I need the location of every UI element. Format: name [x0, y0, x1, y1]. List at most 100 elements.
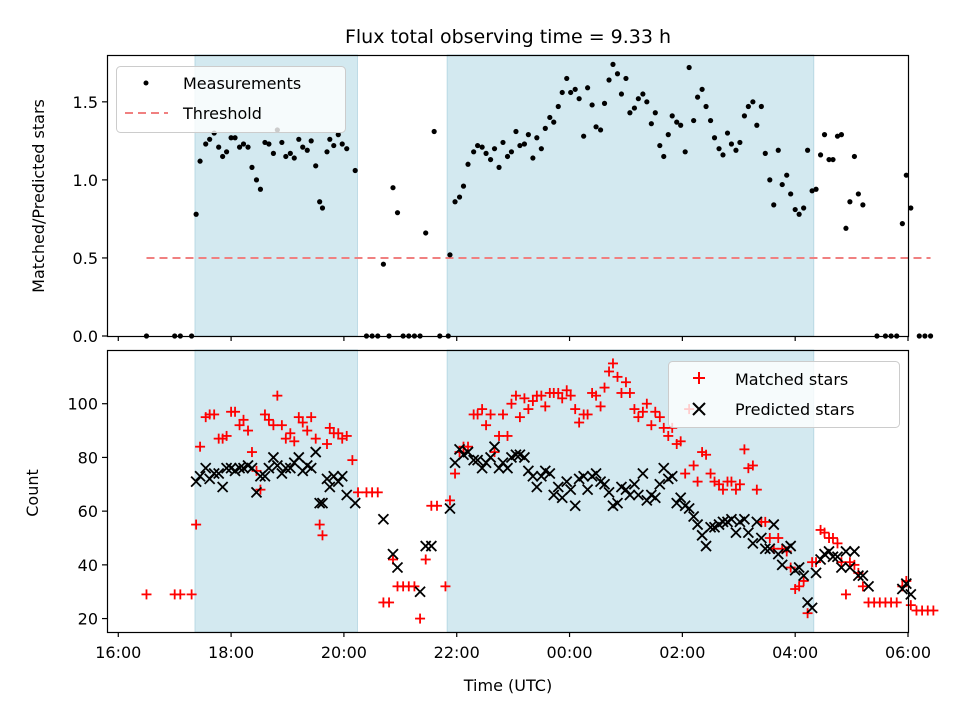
observing-band	[446, 54, 815, 337]
measurement-point	[716, 146, 722, 152]
predicted-star-point	[453, 443, 466, 456]
predicted-star-point	[462, 446, 474, 458]
x-tick-label: 04:00	[772, 643, 818, 662]
predicted-star-point	[654, 478, 666, 490]
matched-star-point	[836, 557, 847, 568]
predicted-star-point	[527, 470, 539, 482]
matched-star-point	[726, 476, 737, 487]
measurement-point	[551, 119, 557, 125]
measurement-point	[903, 172, 909, 178]
measurement-point	[228, 135, 234, 141]
measurement-point	[855, 191, 861, 197]
matched-star-point	[246, 447, 257, 458]
measurement-point	[648, 121, 654, 127]
matched-star-point	[310, 433, 321, 444]
measurement-point	[471, 149, 477, 155]
matched-star-point	[440, 581, 451, 592]
measurement-point	[821, 132, 828, 138]
measurement-point	[344, 146, 350, 152]
predicted-star-point	[217, 481, 229, 493]
measurement-point	[390, 185, 396, 191]
predicted-star-point	[671, 497, 683, 509]
predicted-star-point	[377, 513, 390, 525]
matched-star-point	[891, 597, 902, 608]
matched-star-point	[701, 449, 712, 460]
matched-star-point	[285, 428, 296, 439]
measurement-point	[699, 86, 705, 92]
bottom-panel: 20 40 60 80 100 16:00 18:00 20:00 22:00 00:00 02:…	[23, 349, 939, 695]
matched-star-point	[849, 559, 860, 570]
predicted-star-point	[493, 462, 505, 474]
measurement-point	[754, 122, 760, 128]
matched-star-point	[234, 420, 245, 431]
y-tick-label: 100	[67, 395, 98, 414]
measurement-point	[745, 103, 751, 110]
measurement-point	[257, 186, 264, 192]
measurement-point	[452, 199, 458, 205]
top-axes-frame	[106, 54, 910, 338]
matched-star-point	[928, 605, 939, 616]
matched-stars-layer	[141, 358, 939, 624]
measurement-point	[279, 139, 285, 146]
measurement-point	[758, 103, 764, 110]
predicted-star-point	[590, 467, 602, 480]
predicted-star-point	[611, 497, 624, 509]
matched-star-point	[341, 430, 352, 441]
matched-star-point	[384, 597, 395, 608]
predicted-star-point	[194, 470, 206, 482]
matched-star-point	[293, 412, 304, 423]
measurement-point	[496, 164, 502, 170]
measurement-point	[581, 133, 587, 139]
measurement-point	[253, 177, 260, 183]
predicted-star-point	[793, 561, 805, 574]
measurement-point	[640, 91, 646, 97]
predicted-star-point	[200, 462, 212, 474]
measurement-point	[601, 100, 608, 106]
measurement-point	[394, 210, 401, 216]
matched-star-point	[591, 390, 602, 401]
measurement-point	[331, 142, 337, 149]
measurement-point	[249, 164, 255, 170]
predicted-star-point	[688, 510, 700, 523]
predicted-star-point	[488, 441, 501, 453]
measurement-point	[728, 141, 735, 147]
legend-measurements-label: Measurements	[183, 74, 301, 93]
matched-star-point	[141, 589, 152, 600]
measurement-point	[593, 124, 599, 130]
predicted-star-point	[548, 489, 560, 501]
measurement-point	[530, 155, 536, 161]
matched-star-point	[259, 409, 270, 420]
predicted-star-point	[324, 481, 336, 493]
measurement-point	[843, 225, 849, 231]
measurement-point	[585, 85, 591, 91]
measurement-point	[207, 136, 213, 142]
matched-star-point	[620, 377, 631, 388]
measurement-point	[784, 172, 790, 178]
matched-star-point	[840, 589, 851, 600]
measurement-point	[508, 149, 515, 155]
matched-star-point	[557, 393, 568, 404]
predicted-star-point	[578, 470, 590, 482]
y-tick-label: 1.5	[73, 93, 98, 112]
top-legend: Measurements Threshold	[116, 66, 346, 133]
measurement-point	[475, 142, 481, 149]
matched-star-point	[734, 479, 745, 490]
measurement-point	[559, 89, 565, 96]
measurement-point	[335, 132, 341, 138]
measurement-point	[431, 128, 437, 135]
predicted-star-point	[518, 451, 531, 464]
measurement-point	[564, 75, 570, 82]
measurement-point	[635, 96, 641, 102]
y-tick-label: 1.0	[73, 171, 98, 190]
matched-star-point	[353, 487, 364, 498]
measurement-point	[547, 114, 553, 121]
legend-matched-label: Matched stars	[735, 370, 848, 389]
legend-predicted-label: Predicted stars	[735, 400, 855, 419]
predicted-star-point	[683, 502, 695, 515]
measurement-point	[542, 125, 548, 131]
matched-star-point	[497, 409, 508, 420]
predicted-star-point	[835, 561, 848, 574]
measurement-point	[308, 138, 314, 144]
y-tick-label: 20	[78, 610, 98, 629]
